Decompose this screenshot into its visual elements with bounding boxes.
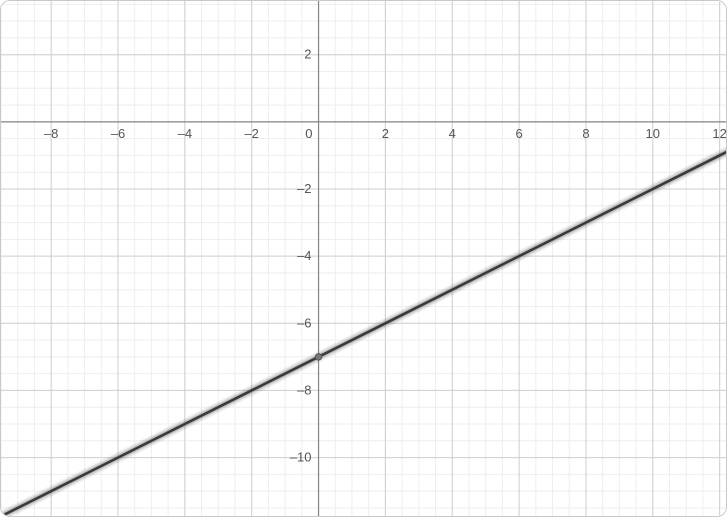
x-tick-label: 12 <box>712 126 726 141</box>
y-tick-label: –2 <box>297 181 311 196</box>
y-tick-label: –10 <box>290 450 312 465</box>
line-chart: –8 –6 –4 –2 0 2 4 6 8 10 12 –10 –8 –6 –4 –2 2 <box>0 0 727 517</box>
x-tick-label: 6 <box>515 126 522 141</box>
major-grid <box>1 1 727 517</box>
x-tick-label: 4 <box>449 126 456 141</box>
y-tick-label: 2 <box>304 47 311 62</box>
x-tick-label: –6 <box>111 126 125 141</box>
axes <box>1 1 727 517</box>
y-tick-label: –6 <box>297 315 311 330</box>
chart-svg: –8 –6 –4 –2 0 2 4 6 8 10 12 –10 –8 –6 –4 –2 2 <box>1 1 727 517</box>
x-tick-label: 8 <box>582 126 589 141</box>
x-tick-label: 10 <box>646 126 660 141</box>
x-tick-label: 0 <box>305 126 312 141</box>
x-tick-label: –8 <box>44 126 58 141</box>
y-tick-label: –8 <box>297 382 311 397</box>
x-tick-label: 2 <box>382 126 389 141</box>
y-intercept-point <box>315 354 321 360</box>
y-tick-label: –4 <box>297 248 311 263</box>
minor-grid <box>1 1 727 517</box>
x-tick-label: –2 <box>244 126 258 141</box>
x-tick-label: –4 <box>178 126 192 141</box>
